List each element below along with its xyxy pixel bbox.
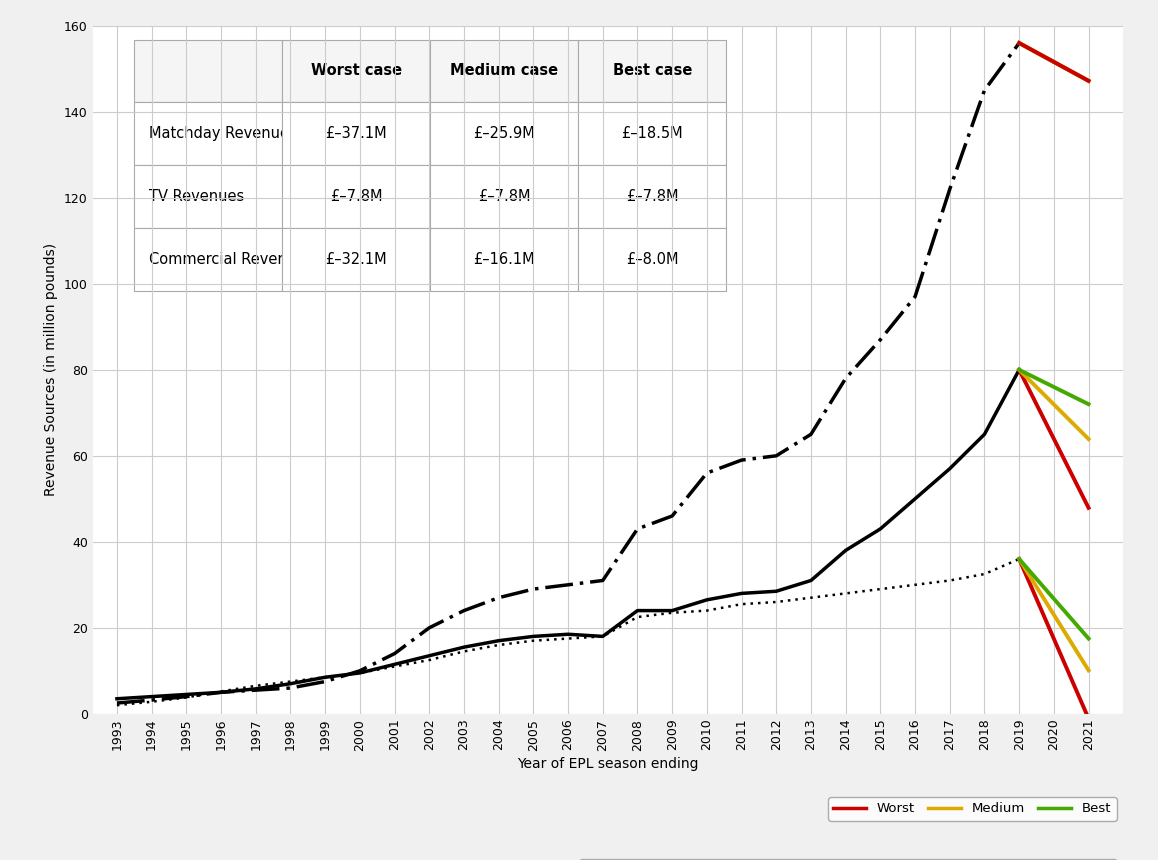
Y-axis label: Revenue Sources (in million pounds): Revenue Sources (in million pounds) (44, 243, 58, 496)
Legend: TV Revenues, Matchday Revenues, Commercial Revenues: TV Revenues, Matchday Revenues, Commerci… (579, 859, 1116, 860)
X-axis label: Year of EPL season ending: Year of EPL season ending (518, 758, 698, 771)
